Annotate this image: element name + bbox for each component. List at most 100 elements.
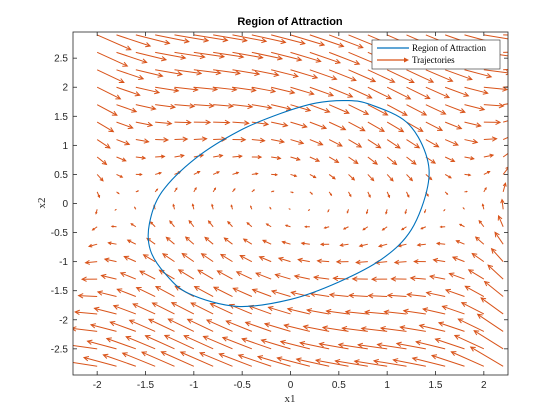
trajectory-arrow <box>418 323 446 332</box>
trajectory-arrow <box>116 288 137 297</box>
trajectory-arrow <box>293 274 310 280</box>
trajectory-arrow <box>95 209 98 215</box>
trajectory-arrow <box>290 173 298 178</box>
trajectory-arrow <box>367 156 378 165</box>
x-tick-label: -2 <box>93 380 102 391</box>
trajectory-arrow <box>96 51 129 67</box>
trajectory-arrow <box>286 307 310 315</box>
trajectory-arrow <box>367 121 386 132</box>
trajectory-arrow <box>96 86 122 100</box>
trajectory-arrow <box>312 275 330 281</box>
trajectory-arrow <box>474 236 485 245</box>
trajectory-arrow <box>188 219 195 228</box>
trajectory-arrow <box>197 269 214 280</box>
trajectory-arrow <box>383 309 407 315</box>
trajectory-arrow <box>116 69 145 80</box>
trajectory-arrow <box>290 191 294 194</box>
trajectory-arrow <box>202 335 233 350</box>
trajectory-arrow <box>425 69 454 82</box>
trajectory-arrow <box>360 326 388 332</box>
trajectory-arrow <box>406 191 410 198</box>
trajectory-arrow <box>309 173 317 179</box>
trajectory-arrow <box>169 220 175 228</box>
trajectory-arrow <box>193 69 222 76</box>
trajectory-arrow <box>390 276 407 282</box>
trajectory-arrow <box>181 252 195 263</box>
trajectory-arrow <box>464 173 472 177</box>
trajectory-arrow <box>372 358 407 367</box>
trajectory-arrow <box>309 34 345 48</box>
trajectory-arrow <box>319 242 330 247</box>
trajectory-arrow <box>80 276 98 282</box>
trajectory-arrow <box>251 121 270 127</box>
trajectory-arrow <box>424 209 427 214</box>
trajectory-arrow <box>279 339 310 350</box>
trajectory-arrow <box>184 236 195 245</box>
trajectory-arrow <box>193 51 226 59</box>
trajectory-arrow <box>167 318 195 332</box>
trajectory-arrow <box>126 239 137 245</box>
trajectory-arrow <box>297 257 310 263</box>
trajectory-arrow <box>386 86 412 100</box>
trajectory-arrow <box>444 139 459 146</box>
trajectory-arrow <box>483 34 508 40</box>
trajectory-arrow <box>135 104 157 111</box>
trajectory-arrow <box>455 240 465 245</box>
y-tick-label: 1.5 <box>54 112 68 123</box>
y-tick-label: -1 <box>59 257 68 268</box>
trajectory-arrow <box>96 139 111 149</box>
trajectory-arrow <box>154 286 175 297</box>
trajectory-arrow <box>73 361 98 367</box>
trajectory-arrow <box>260 338 291 350</box>
trajectory-arrow <box>502 182 507 193</box>
trajectory-arrow <box>457 318 485 332</box>
trajectory-arrow <box>502 166 508 175</box>
trajectory-arrow <box>328 191 333 197</box>
trajectory-arrow <box>443 208 446 212</box>
trajectory-arrow <box>135 69 164 78</box>
trajectory-arrow <box>216 270 233 280</box>
trajectory-arrow <box>432 257 446 263</box>
trajectory-arrow <box>290 69 319 80</box>
trajectory-arrow <box>283 323 310 332</box>
trajectory-arrow <box>232 34 268 44</box>
trajectory-arrow <box>386 174 394 182</box>
trajectory-arrow <box>481 203 485 210</box>
trajectory-arrow <box>232 287 253 297</box>
trajectory-arrow <box>209 303 233 315</box>
trajectory-arrow <box>271 121 289 128</box>
trajectory-arrow <box>439 225 446 229</box>
trajectory-arrow <box>96 34 132 51</box>
trajectory-arrow <box>444 69 473 81</box>
trajectory-arrow <box>290 86 315 96</box>
trajectory-arrow <box>128 319 156 332</box>
trajectory-arrow <box>271 86 296 95</box>
trajectory-arrow <box>155 69 183 77</box>
trajectory-arrow <box>395 341 426 350</box>
trajectory-arrow <box>271 173 279 177</box>
trajectory-arrow <box>91 226 98 231</box>
trajectory-arrow <box>318 341 349 350</box>
trajectory-arrow <box>309 139 324 146</box>
trajectory-arrow <box>221 336 253 350</box>
trajectory-arrow <box>290 290 310 298</box>
trajectory-arrow <box>467 269 485 280</box>
trajectory-arrow <box>174 51 206 60</box>
trajectory-arrow <box>309 191 313 195</box>
trajectory-arrow <box>464 86 489 95</box>
trajectory-arrow <box>464 69 493 79</box>
trajectory-arrow <box>114 208 117 211</box>
trajectory-arrow <box>435 241 446 246</box>
trajectory-arrow <box>86 339 117 350</box>
trajectory-arrow <box>448 272 465 280</box>
trajectory-arrow <box>406 86 431 100</box>
trajectory-arrow <box>290 51 322 63</box>
trajectory-arrow <box>96 156 108 166</box>
trajectory-arrow <box>213 51 245 60</box>
trajectory-arrow <box>89 323 117 332</box>
trajectory-arrow <box>125 335 156 350</box>
trajectory-arrow <box>198 351 233 367</box>
trajectory-arrow <box>155 154 166 159</box>
trajectory-arrow <box>377 243 388 248</box>
trajectory-arrow <box>232 103 254 110</box>
